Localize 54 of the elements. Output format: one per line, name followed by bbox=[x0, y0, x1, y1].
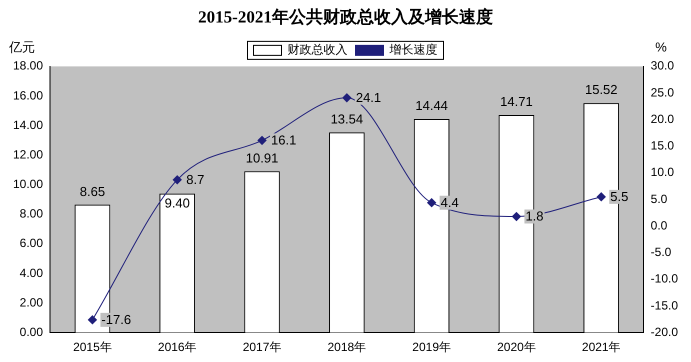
point bbox=[88, 315, 97, 324]
y-tick-label: 2.00 bbox=[20, 295, 44, 310]
data-label: 15.52 bbox=[584, 82, 618, 98]
data-label: 14.44 bbox=[415, 98, 448, 114]
legend-label: 增长速度 bbox=[388, 42, 438, 57]
y-tick-label: 8.00 bbox=[20, 206, 44, 221]
data-label: 1.8 bbox=[525, 208, 544, 224]
point bbox=[258, 136, 267, 145]
y-tick-label: 4.00 bbox=[20, 266, 44, 280]
x-tick-label: 2015年 bbox=[73, 340, 112, 354]
y-tick-label: 12.00 bbox=[13, 147, 44, 162]
y2-tick-label: -20.0 bbox=[650, 324, 678, 339]
y2-tick-label: -5.0 bbox=[650, 245, 672, 260]
data-label: 8.65 bbox=[80, 184, 106, 199]
data-label: 13.54 bbox=[330, 111, 364, 126]
y-tick-label: 14.00 bbox=[13, 118, 44, 132]
chart-title: 2015-2021年公共财政总收入及增长速度 bbox=[198, 8, 493, 27]
y2-tick-label: 30.0 bbox=[650, 58, 674, 73]
point bbox=[596, 192, 606, 202]
y2-tick-label: 5.0 bbox=[650, 192, 668, 206]
x-tick-label: 2019年 bbox=[412, 340, 451, 354]
x-tick-label: 2016年 bbox=[158, 340, 197, 354]
y2-axis-title: % bbox=[655, 39, 668, 54]
x-tick-label: 2018年 bbox=[327, 340, 366, 354]
y2-tick-label: 20.0 bbox=[650, 112, 674, 126]
data-label: 10.91 bbox=[246, 150, 278, 166]
y-tick-label: 0.00 bbox=[20, 324, 44, 339]
y-axis-title: 亿元 bbox=[8, 39, 35, 54]
data-label: 9.40 bbox=[164, 196, 190, 211]
point bbox=[172, 175, 182, 184]
x-tick-label: 2021年 bbox=[582, 340, 621, 354]
point bbox=[512, 212, 521, 222]
data-label: 8.7 bbox=[186, 172, 204, 187]
y2-tick-label: -10.0 bbox=[650, 272, 678, 286]
data-label: 24.1 bbox=[356, 90, 382, 105]
y2-tick-label: 15.0 bbox=[650, 138, 674, 153]
data-label: 14.71 bbox=[500, 94, 533, 110]
y-tick-label: 18.00 bbox=[13, 58, 44, 73]
y-tick-label: 10.00 bbox=[13, 177, 44, 192]
legend-label: 财政总收入 bbox=[288, 42, 348, 57]
x-tick-label: 2017年 bbox=[242, 340, 282, 354]
y2-tick-label: 25.0 bbox=[650, 85, 674, 100]
data-label: -17.6 bbox=[101, 312, 132, 327]
y-tick-label: 6.00 bbox=[20, 236, 44, 250]
point bbox=[427, 198, 436, 208]
point bbox=[342, 93, 352, 102]
y2-tick-label: 10.0 bbox=[650, 165, 674, 180]
y2-tick-label: -15.0 bbox=[650, 298, 678, 312]
data-label: 16.1 bbox=[271, 132, 296, 148]
y-tick-label: 16.00 bbox=[13, 88, 44, 102]
x-tick-label: 2020年 bbox=[497, 340, 536, 354]
y2-tick-label: 0.0 bbox=[650, 218, 668, 232]
data-label: 5.5 bbox=[610, 188, 628, 204]
data-label: 4.4 bbox=[440, 194, 459, 210]
